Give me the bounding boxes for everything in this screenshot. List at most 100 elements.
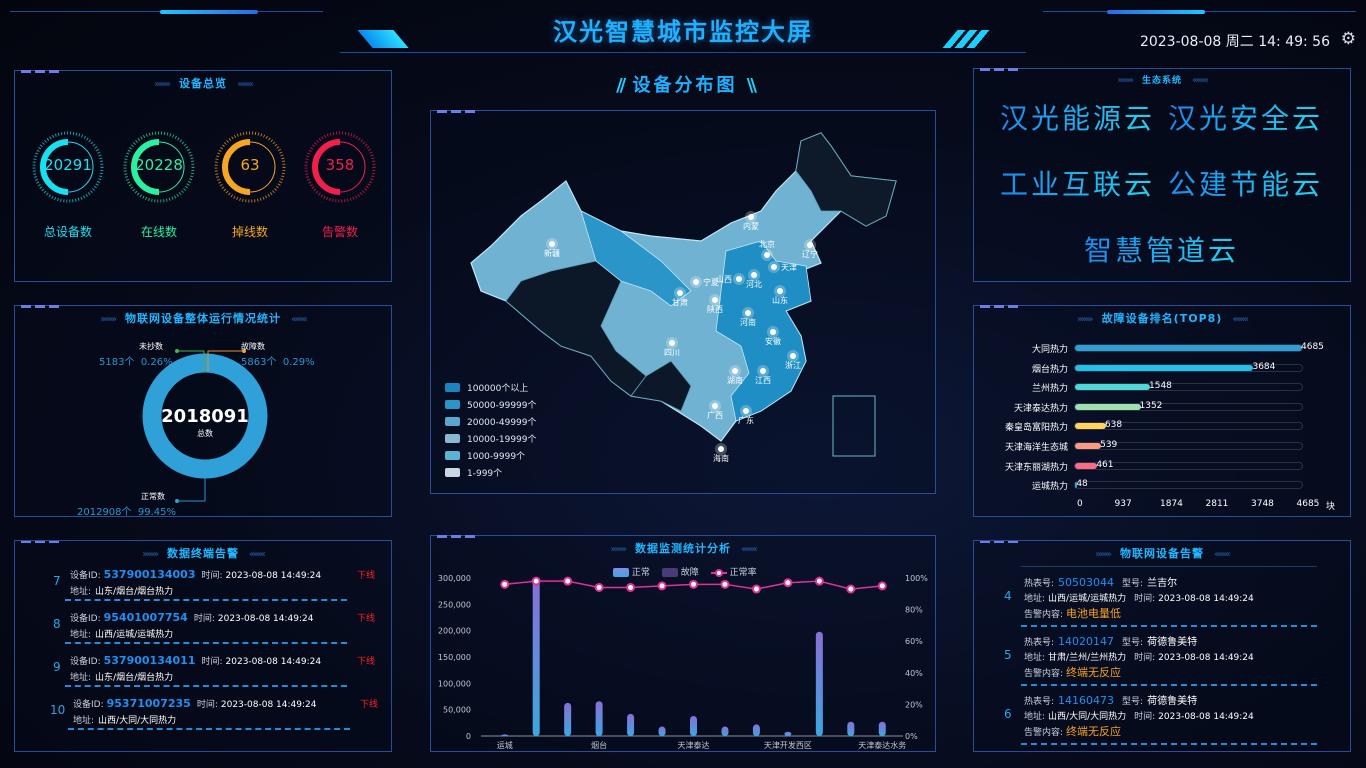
terminal-alarm-item[interactable]: 10 设备ID: 95371007235 时间: 2023-08-08 14:49:24…	[15, 693, 391, 737]
eco-item[interactable]: 公建节能云	[1168, 163, 1323, 203]
terminal-alarm-item[interactable]: 7 设备ID: 537900134003 时间: 2023-08-08 14:49:24…	[15, 564, 391, 608]
rate-point[interactable]	[500, 579, 510, 589]
bar-normal[interactable]	[595, 701, 603, 736]
map-legend-item[interactable]: 20000-49999个	[445, 415, 537, 428]
header-accent-right	[1107, 10, 1205, 14]
iot-alarm-item[interactable]: 5 热表号: 14020147 型号: 荷德鲁美特 地址: 甘肃/兰州/兰州热力 时间: 202…	[974, 630, 1350, 688]
province-marker: 安徽	[765, 326, 781, 346]
alarm-time: 2023-08-08 14:49:24	[1158, 712, 1254, 722]
bar-normal[interactable]	[658, 726, 666, 736]
rate-point[interactable]	[689, 579, 698, 589]
donut-ring-normal	[142, 353, 268, 479]
rate-point[interactable]	[563, 576, 573, 586]
legend-fault[interactable]: 故障	[661, 565, 699, 578]
rank-axis-tick: 0	[1077, 499, 1083, 509]
y-left-tick: 300,000	[438, 574, 471, 583]
province-marker: 山东	[772, 285, 788, 305]
province-label: 河南	[740, 317, 756, 327]
bar-normal[interactable]	[752, 724, 760, 736]
rank-track	[1074, 481, 1303, 490]
bar-normal[interactable]	[564, 702, 572, 736]
rate-point[interactable]	[657, 581, 667, 591]
province-label: 北京	[759, 239, 775, 249]
province-marker: 河北	[746, 269, 762, 289]
y-left-tick: 150,000	[438, 653, 471, 662]
model-label: 型号:	[1122, 638, 1144, 648]
rate-point[interactable]	[846, 584, 856, 594]
rate-point[interactable]	[783, 578, 793, 588]
rank-bar[interactable]	[1075, 462, 1098, 469]
rank-label: 天津泰达热力	[1013, 403, 1068, 414]
eco-item[interactable]: 智慧管道云	[1084, 229, 1239, 269]
rate-point[interactable]	[751, 584, 761, 594]
map-legend-item[interactable]: 100000个以上	[445, 381, 528, 394]
rank-track	[1074, 363, 1303, 372]
legend-normal[interactable]: 正常	[613, 565, 650, 578]
legend-label: 20000-49999个	[467, 418, 537, 428]
legend-label: 50000-99999个	[467, 401, 537, 411]
rank-bar[interactable]	[1075, 364, 1254, 371]
bar-normal[interactable]	[815, 631, 823, 736]
map-legend-item[interactable]: 10000-19999个	[445, 432, 537, 445]
bar-normal[interactable]	[878, 721, 886, 736]
bar-normal[interactable]	[627, 713, 635, 736]
monitor-chart-panel: ››››››› 数据监测统计分析 ‹‹‹‹‹‹‹ 正常 故障 正常率 0 50,000…	[430, 535, 936, 752]
eco-item[interactable]: 工业互联云	[1000, 163, 1155, 203]
province-marker: 北京	[759, 239, 775, 261]
alarm-line2: 地址: 山西/大同/大同热力	[73, 713, 176, 726]
gear-icon[interactable]: ⚙	[1340, 29, 1356, 49]
bar-normal[interactable]	[721, 726, 729, 736]
id-label: 设备ID:	[70, 571, 101, 581]
rate-point[interactable]	[720, 579, 730, 589]
x-tick: 天津泰达	[678, 740, 710, 750]
divider	[1021, 743, 1317, 745]
region-east-high	[715, 240, 812, 422]
bar-normal[interactable]	[532, 578, 540, 736]
rate-point[interactable]	[877, 581, 887, 591]
terminal-alarm-item[interactable]: 9 设备ID: 537900134011 时间: 2023-08-08 14:49:24…	[15, 650, 391, 694]
rank-label: 秦皇岛富阳热力	[1004, 423, 1068, 434]
alarm-time: 2023-08-08 14:49:24	[1158, 594, 1254, 604]
gauge-value: 63	[240, 156, 260, 174]
alarm-index: 5	[1004, 648, 1012, 662]
rank-bar[interactable]	[1075, 482, 1078, 489]
rank-bar[interactable]	[1075, 423, 1106, 430]
province-marker: 辽宁	[802, 239, 818, 259]
monitor-chart-title: ››››››› 数据监测统计分析 ‹‹‹‹‹‹‹	[610, 542, 758, 555]
rank-value: 539	[1100, 440, 1118, 450]
time-label: 时间:	[193, 614, 215, 624]
terminal-alarm-item[interactable]: 8 设备ID: 95401007754 时间: 2023-08-08 14:49:24 下…	[15, 607, 391, 651]
alarm-status: 下线	[360, 700, 379, 710]
gauge-arc	[222, 139, 251, 195]
rank-bar[interactable]	[1075, 384, 1150, 391]
rate-point[interactable]	[594, 582, 604, 592]
alarm-index: 7	[53, 574, 61, 588]
rank-bar[interactable]	[1075, 443, 1102, 449]
bar-normal[interactable]	[784, 731, 792, 736]
rate-point[interactable]	[531, 576, 541, 586]
eco-item[interactable]: 汉光安全云	[1168, 97, 1323, 137]
rank-bar[interactable]	[1075, 403, 1141, 410]
ecosystem-title: ››››››› 生态系统 ‹‹‹‹‹‹‹	[1117, 75, 1209, 86]
eco-item[interactable]: 汉光能源云	[1000, 97, 1155, 137]
rate-point[interactable]	[814, 576, 824, 586]
bar-normal[interactable]	[690, 715, 697, 736]
datetime: 2023-08-08 周二 14: 49: 56	[1139, 34, 1330, 50]
iot-stats-panel: ››››››› 物联网设备整体运行情况统计 ‹‹‹‹‹‹‹ 2018091 总数 未…	[14, 305, 392, 518]
rate-point[interactable]	[626, 582, 636, 592]
province-label: 安徽	[765, 336, 781, 346]
rank-axis-tick: 1874	[1160, 499, 1183, 509]
iot-alarm-item[interactable]: 6 热表号: 14160473 型号: 荷德鲁美特 地址: 山西/大同/大同热力 时间: 202…	[974, 689, 1350, 747]
map-legend-item[interactable]: 1000-9999个	[445, 449, 525, 462]
rank-axis-tick: 2811	[1205, 499, 1229, 509]
iot-alarm-item[interactable]: 4 热表号: 50503044 型号: 兰吉尔 地址: 山西/运城/运城热力 时间: 2023-…	[974, 571, 1350, 629]
y-left-tick: 50,000	[443, 706, 471, 715]
legend-rate[interactable]: 正常率	[710, 565, 757, 578]
rank-bar[interactable]	[1075, 345, 1302, 351]
bar-normal[interactable]	[847, 721, 855, 736]
map-legend-item[interactable]: 50000-99999个	[445, 398, 537, 411]
map-legend-item[interactable]: 1-999个	[445, 466, 502, 479]
rank-label: 大同热力	[1031, 345, 1068, 355]
bar-normal[interactable]	[501, 734, 509, 737]
